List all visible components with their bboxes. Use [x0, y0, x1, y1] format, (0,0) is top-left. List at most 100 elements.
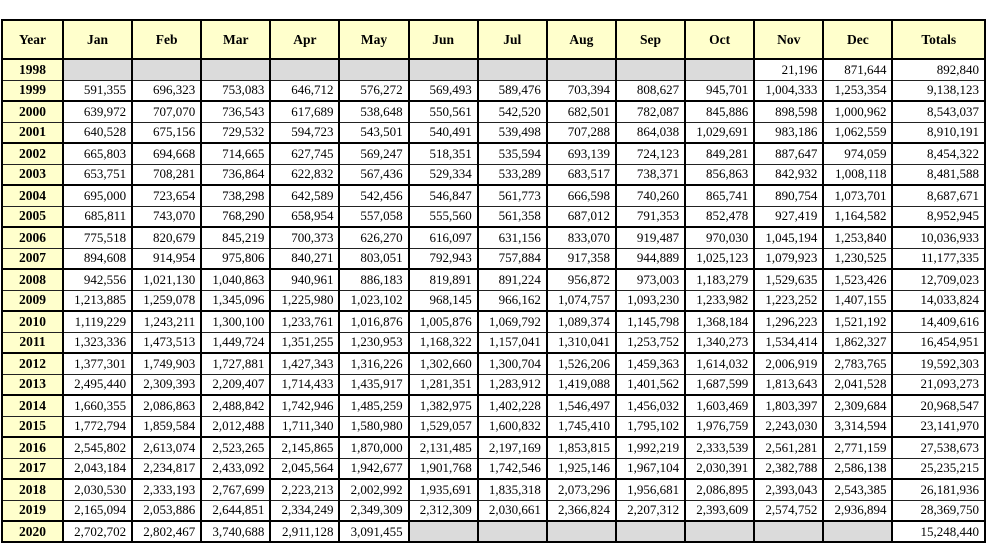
- total-cell: 15,248,440: [891, 520, 986, 543]
- month-cell: 708,281: [131, 163, 203, 185]
- month-cell: 627,745: [269, 142, 341, 164]
- month-cell: 898,598: [753, 100, 825, 122]
- month-cell: 1,023,102: [338, 289, 410, 311]
- month-cell: 2,936,894: [822, 499, 894, 521]
- month-cell: 539,498: [476, 121, 548, 143]
- year-row-2011: 2011 1,323,336 1,473,513 1,449,724 1,351,255…: [1, 331, 986, 353]
- month-cell: 2,234,817: [131, 457, 203, 479]
- month-cell: 1,435,917: [338, 373, 410, 395]
- month-cell: 886,183: [338, 268, 410, 290]
- month-cell: [684, 520, 756, 543]
- month-cell: 2,771,159: [822, 436, 894, 458]
- total-cell: 8,952,945: [891, 205, 986, 227]
- month-cell: 1,005,876: [407, 310, 479, 332]
- month-cell: 1,243,211: [131, 310, 203, 332]
- month-cell: 1,230,525: [822, 247, 894, 269]
- column-header-jun: Jun: [407, 19, 479, 60]
- month-cell: 1,300,100: [200, 310, 272, 332]
- month-cell: 1,459,363: [614, 352, 687, 374]
- column-header-mar: Mar: [200, 19, 272, 60]
- month-cell: 2,783,765: [822, 352, 894, 374]
- header-row: Year Jan Feb Mar Apr May Jun Jul Aug Sep Oct Nov Dec…: [1, 19, 986, 60]
- month-cell: 743,070: [131, 205, 203, 227]
- month-cell: 942,556: [61, 268, 134, 290]
- month-cell: 1,456,032: [614, 394, 687, 416]
- month-cell: 665,803: [61, 142, 134, 164]
- month-cell: 1,040,863: [200, 268, 272, 290]
- year-row-2006: 2006 775,518 820,679 845,219 700,373 626,270 6…: [1, 226, 986, 248]
- month-cell: 561,358: [476, 205, 548, 227]
- month-cell: 1,259,078: [131, 289, 203, 311]
- total-cell: 8,543,037: [891, 100, 986, 122]
- month-cell: 2,382,788: [753, 457, 825, 479]
- month-cell: 970,030: [684, 226, 756, 248]
- month-cell: 845,886: [684, 100, 756, 122]
- month-cell: 529,334: [407, 163, 479, 185]
- month-cell: 1,351,255: [269, 331, 341, 353]
- total-cell: 12,709,023: [891, 268, 986, 290]
- year-cell: 2015: [1, 415, 64, 437]
- month-cell: 956,872: [545, 268, 617, 290]
- year-cell: 2020: [1, 520, 64, 543]
- total-cell: 11,177,335: [891, 247, 986, 269]
- month-cell: 2,030,391: [684, 457, 756, 479]
- month-cell: 666,598: [545, 184, 617, 206]
- month-cell: 617,689: [269, 100, 341, 122]
- month-cell: 540,491: [407, 121, 479, 143]
- total-cell: 9,138,123: [891, 79, 986, 101]
- month-cell: 616,097: [407, 226, 479, 248]
- month-cell: 589,476: [476, 79, 548, 101]
- month-cell: 1,485,259: [338, 394, 410, 416]
- month-cell: 2,393,609: [684, 499, 756, 521]
- monthly-totals-table: Year Jan Feb Mar Apr May Jun Jul Aug Sep Oct Nov Dec…: [1, 19, 986, 543]
- table-header: Year Jan Feb Mar Apr May Jun Jul Aug Sep Oct Nov Dec…: [1, 19, 986, 60]
- total-cell: 21,093,273: [891, 373, 986, 395]
- month-cell: 569,493: [407, 79, 479, 101]
- month-cell: 687,012: [545, 205, 617, 227]
- month-cell: 1,870,000: [338, 436, 410, 458]
- month-cell: 642,589: [269, 184, 341, 206]
- month-cell: 2,209,407: [200, 373, 272, 395]
- column-header-sep: Sep: [614, 19, 687, 60]
- month-cell: 736,864: [200, 163, 272, 185]
- year-row-2001: 2001 640,528 675,156 729,532 594,723 543,501 5…: [1, 121, 986, 143]
- month-cell: 2,574,752: [753, 499, 825, 521]
- month-cell: 543,501: [338, 121, 410, 143]
- year-cell: 2007: [1, 247, 64, 269]
- year-row-2015: 2015 1,772,794 1,859,584 2,012,488 1,711,340…: [1, 415, 986, 437]
- month-cell: 653,751: [61, 163, 134, 185]
- month-cell: 2,545,802: [61, 436, 134, 458]
- month-cell: 2,366,824: [545, 499, 617, 521]
- month-cell: 682,501: [545, 100, 617, 122]
- month-cell: [614, 520, 687, 543]
- month-cell: 1,000,962: [822, 100, 894, 122]
- column-header-feb: Feb: [131, 19, 203, 60]
- month-cell: 1,281,351: [407, 373, 479, 395]
- month-cell: 2,030,661: [476, 499, 548, 521]
- column-header-dec: Dec: [822, 19, 894, 60]
- month-cell: 3,091,455: [338, 520, 410, 543]
- total-cell: 26,181,936: [891, 478, 986, 500]
- year-cell: 1999: [1, 79, 64, 101]
- month-cell: 2,495,440: [61, 373, 134, 395]
- month-cell: 707,070: [131, 100, 203, 122]
- month-cell: 694,668: [131, 142, 203, 164]
- month-cell: 740,260: [614, 184, 687, 206]
- month-cell: 1,521,192: [822, 310, 894, 332]
- month-cell: 594,723: [269, 121, 341, 143]
- month-cell: 968,145: [407, 289, 479, 311]
- month-cell: 1,310,041: [545, 331, 617, 353]
- month-cell: 1,253,840: [822, 226, 894, 248]
- month-cell: 1,021,130: [131, 268, 203, 290]
- month-cell: 1,089,374: [545, 310, 617, 332]
- month-cell: 723,654: [131, 184, 203, 206]
- month-cell: 2,433,092: [200, 457, 272, 479]
- month-cell: 626,270: [338, 226, 410, 248]
- month-cell: 1,711,340: [269, 415, 341, 437]
- month-cell: 707,288: [545, 121, 617, 143]
- month-cell: 2,702,702: [61, 520, 134, 543]
- month-cell: 1,025,123: [684, 247, 756, 269]
- month-cell: 887,647: [753, 142, 825, 164]
- month-cell: [269, 59, 341, 80]
